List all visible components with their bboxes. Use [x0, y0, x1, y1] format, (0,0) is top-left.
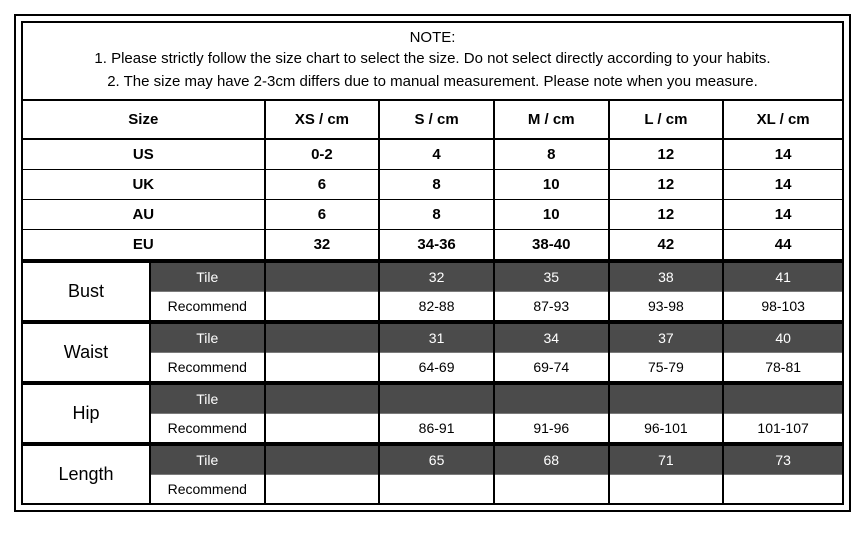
length-rec-m — [494, 475, 609, 504]
waist-rec-m: 69-74 — [494, 353, 609, 384]
region-eu-xs: 32 — [265, 230, 380, 262]
hip-rec-m: 91-96 — [494, 414, 609, 445]
length-tile-label: Tile — [150, 444, 265, 475]
bust-rec-s: 82-88 — [379, 292, 494, 323]
hip-rec-label: Recommend — [150, 414, 265, 445]
hip-rec-l: 96-101 — [609, 414, 724, 445]
bust-rec-xl: 98-103 — [723, 292, 842, 323]
region-uk-xl: 14 — [723, 170, 842, 200]
bust-rec-label: Recommend — [150, 292, 265, 323]
region-row-eu: EU 32 34-36 38-40 42 44 — [23, 230, 842, 262]
note-line-2: 2. The size may have 2-3cm differs due t… — [31, 71, 834, 94]
hip-tile-l — [609, 383, 724, 414]
header-row: Size XS / cm S / cm M / cm L / cm XL / c… — [23, 100, 842, 139]
size-chart-outer: NOTE: 1. Please strictly follow the size… — [14, 14, 851, 512]
size-chart-table: Size XS / cm S / cm M / cm L / cm XL / c… — [23, 99, 842, 503]
bust-rec-xs — [265, 292, 380, 323]
region-uk-l: 12 — [609, 170, 724, 200]
hip-label: Hip — [23, 383, 150, 444]
length-rec-label: Recommend — [150, 475, 265, 504]
note-block: NOTE: 1. Please strictly follow the size… — [23, 23, 842, 99]
header-s: S / cm — [379, 100, 494, 139]
bust-tile-s: 32 — [379, 261, 494, 292]
region-uk-s: 8 — [379, 170, 494, 200]
length-tile-s: 65 — [379, 444, 494, 475]
hip-rec-s: 86-91 — [379, 414, 494, 445]
region-uk-m: 10 — [494, 170, 609, 200]
header-xs: XS / cm — [265, 100, 380, 139]
header-size: Size — [23, 100, 265, 139]
bust-tile-xl: 41 — [723, 261, 842, 292]
region-au-m: 10 — [494, 200, 609, 230]
waist-rec-xl: 78-81 — [723, 353, 842, 384]
note-line-1: 1. Please strictly follow the size chart… — [31, 48, 834, 71]
waist-label: Waist — [23, 322, 150, 383]
hip-tile-xl — [723, 383, 842, 414]
hip-tile-m — [494, 383, 609, 414]
waist-rec-s: 64-69 — [379, 353, 494, 384]
hip-rec-xs — [265, 414, 380, 445]
region-us-label: US — [23, 139, 265, 170]
header-l: L / cm — [609, 100, 724, 139]
length-label: Length — [23, 444, 150, 503]
region-uk-label: UK — [23, 170, 265, 200]
bust-tile-label: Tile — [150, 261, 265, 292]
waist-tile-xs — [265, 322, 380, 353]
region-au-l: 12 — [609, 200, 724, 230]
region-au-xs: 6 — [265, 200, 380, 230]
region-row-us: US 0-2 4 8 12 14 — [23, 139, 842, 170]
bust-tile-xs — [265, 261, 380, 292]
bust-tile-row: Bust Tile 32 35 38 41 — [23, 261, 842, 292]
length-rec-l — [609, 475, 724, 504]
region-au-label: AU — [23, 200, 265, 230]
region-us-xs: 0-2 — [265, 139, 380, 170]
waist-rec-xs — [265, 353, 380, 384]
region-us-s: 4 — [379, 139, 494, 170]
hip-tile-row: Hip Tile — [23, 383, 842, 414]
bust-tile-m: 35 — [494, 261, 609, 292]
bust-rec-m: 87-93 — [494, 292, 609, 323]
hip-rec-xl: 101-107 — [723, 414, 842, 445]
region-us-xl: 14 — [723, 139, 842, 170]
length-rec-xl — [723, 475, 842, 504]
length-tile-row: Length Tile 65 68 71 73 — [23, 444, 842, 475]
waist-tile-m: 34 — [494, 322, 609, 353]
waist-tile-row: Waist Tile 31 34 37 40 — [23, 322, 842, 353]
waist-rec-label: Recommend — [150, 353, 265, 384]
region-row-uk: UK 6 8 10 12 14 — [23, 170, 842, 200]
bust-rec-l: 93-98 — [609, 292, 724, 323]
region-eu-s: 34-36 — [379, 230, 494, 262]
bust-tile-l: 38 — [609, 261, 724, 292]
waist-tile-s: 31 — [379, 322, 494, 353]
waist-tile-l: 37 — [609, 322, 724, 353]
region-eu-l: 42 — [609, 230, 724, 262]
region-us-m: 8 — [494, 139, 609, 170]
length-tile-xs — [265, 444, 380, 475]
region-eu-m: 38-40 — [494, 230, 609, 262]
waist-tile-xl: 40 — [723, 322, 842, 353]
region-row-au: AU 6 8 10 12 14 — [23, 200, 842, 230]
bust-label: Bust — [23, 261, 150, 322]
length-tile-l: 71 — [609, 444, 724, 475]
hip-tile-xs — [265, 383, 380, 414]
region-us-l: 12 — [609, 139, 724, 170]
hip-tile-s — [379, 383, 494, 414]
region-au-s: 8 — [379, 200, 494, 230]
header-m: M / cm — [494, 100, 609, 139]
length-tile-xl: 73 — [723, 444, 842, 475]
hip-tile-label: Tile — [150, 383, 265, 414]
length-rec-xs — [265, 475, 380, 504]
length-rec-s — [379, 475, 494, 504]
size-chart-inner: NOTE: 1. Please strictly follow the size… — [21, 21, 844, 505]
region-au-xl: 14 — [723, 200, 842, 230]
waist-tile-label: Tile — [150, 322, 265, 353]
note-title: NOTE: — [31, 29, 834, 46]
region-eu-xl: 44 — [723, 230, 842, 262]
region-eu-label: EU — [23, 230, 265, 262]
waist-rec-l: 75-79 — [609, 353, 724, 384]
header-xl: XL / cm — [723, 100, 842, 139]
length-tile-m: 68 — [494, 444, 609, 475]
region-uk-xs: 6 — [265, 170, 380, 200]
